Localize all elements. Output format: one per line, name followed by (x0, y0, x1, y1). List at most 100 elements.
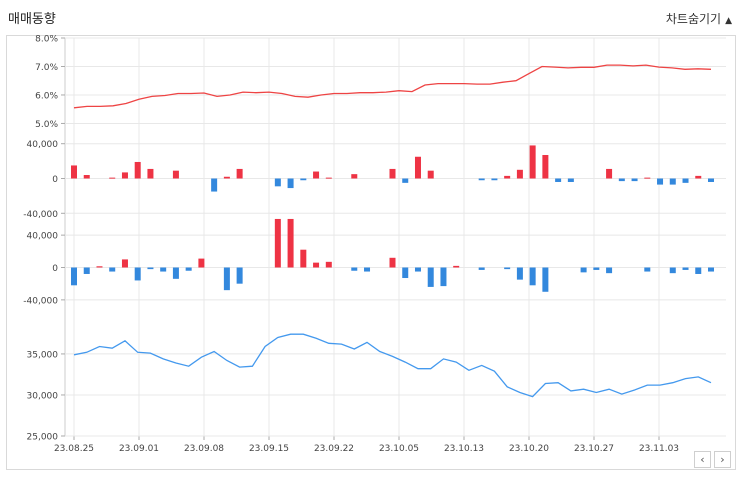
negative-bar (555, 178, 562, 182)
positive-bar (427, 170, 434, 179)
negative-bar (300, 178, 307, 181)
negative-bar (618, 178, 625, 182)
price-line (73, 333, 712, 398)
positive-bar (121, 259, 128, 268)
negative-bar (402, 267, 409, 279)
positive-bar (71, 165, 77, 179)
y-tick-label: 25,000 (27, 433, 59, 443)
x-tick-label: 23.09.22 (314, 444, 354, 454)
negative-bar (478, 267, 485, 270)
negative-bar (427, 267, 434, 287)
x-tick-label: 23.10.27 (574, 444, 614, 454)
y-tick-label: 40,000 (27, 140, 59, 150)
positive-bar (313, 171, 320, 179)
negative-bar (529, 267, 536, 286)
positive-bar (389, 168, 396, 179)
negative-bar (516, 267, 523, 280)
negative-bar (567, 178, 574, 182)
positive-bar (83, 175, 90, 179)
positive-bar (414, 156, 421, 179)
x-tick-label: 23.10.13 (444, 444, 484, 454)
y-tick-label: 0 (52, 264, 58, 274)
negative-bar (71, 267, 77, 286)
negative-bar (695, 267, 702, 274)
negative-bar (172, 267, 179, 279)
negative-bar (160, 267, 167, 272)
positive-bar (325, 261, 332, 268)
negative-bar (491, 178, 498, 181)
negative-bar (402, 178, 409, 183)
negative-bar (580, 267, 587, 273)
x-tick-label: 23.10.20 (509, 444, 549, 454)
negative-bar (236, 267, 243, 284)
positive-bar (223, 176, 230, 179)
x-tick-label: 23.09.08 (184, 444, 224, 454)
positive-bar (606, 168, 613, 179)
negative-bar (606, 267, 613, 274)
chart-frame (6, 35, 736, 470)
negative-bar (109, 267, 116, 272)
y-tick-label: 0 (52, 175, 58, 185)
positive-bar (236, 168, 243, 179)
negative-bar (287, 178, 294, 189)
y-tick-label: 6.0% (35, 91, 58, 101)
negative-bar (134, 267, 141, 281)
positive-bar (96, 266, 103, 268)
y-tick-label: -40,000 (23, 296, 58, 306)
negative-bar (669, 267, 676, 274)
positive-bar (351, 174, 358, 179)
y-tick-label: 30,000 (27, 391, 59, 401)
positive-bar (504, 175, 511, 179)
negative-bar (211, 178, 218, 192)
negative-bar (708, 178, 714, 182)
positive-bar (300, 249, 307, 268)
negative-bar (83, 267, 90, 274)
y-tick-label: 8.0% (35, 35, 58, 45)
positive-bar (313, 262, 320, 268)
negative-bar (542, 267, 549, 292)
positive-bar (147, 168, 154, 179)
y-tick-label: 35,000 (27, 350, 59, 360)
positive-bar (695, 175, 702, 179)
positive-bar (287, 218, 294, 268)
x-tick-label: 23.11.03 (639, 444, 679, 454)
negative-bar (440, 267, 447, 287)
negative-bar (593, 267, 600, 270)
x-tick-label: 23.08.25 (54, 444, 94, 454)
negative-bar (682, 178, 689, 183)
chevron-left-icon[interactable]: ‹ (694, 451, 711, 468)
page-title: 매매동향 (8, 12, 56, 27)
negative-bar (223, 267, 230, 291)
y-tick-label: 40,000 (27, 232, 59, 242)
positive-bar (325, 177, 332, 179)
negative-bar (504, 267, 511, 270)
y-tick-label: 5.0% (35, 120, 58, 130)
negative-bar (351, 267, 358, 271)
positive-bar (644, 177, 651, 179)
chevron-right-icon[interactable]: › (714, 451, 731, 468)
negative-bar (147, 267, 154, 270)
x-tick-label: 23.09.01 (119, 444, 159, 454)
negative-bar (657, 178, 664, 185)
y-tick-label: 7.0% (35, 63, 58, 73)
positive-bar (134, 161, 141, 179)
negative-bar (274, 178, 281, 187)
negative-bar (414, 267, 421, 272)
hide-chart-label: 차트숨기기 (665, 12, 722, 26)
positive-bar (274, 218, 281, 268)
trading-trend-chart: 23.08.25 23.09.01 23.09.08 23.09.15 23.09.22… (6, 35, 736, 470)
positive-bar (198, 258, 205, 268)
hide-chart-toggle[interactable]: 차트숨기기 ▲ (666, 10, 732, 27)
negative-bar (364, 267, 371, 272)
positive-bar (389, 257, 396, 268)
positive-bar (109, 177, 116, 179)
negative-bar (478, 178, 485, 181)
negative-bar (185, 267, 192, 271)
positive-bar (453, 265, 460, 268)
triangle-up-icon: ▲ (725, 16, 732, 26)
x-tick-label: 23.09.15 (249, 444, 289, 454)
negative-bar (644, 267, 651, 272)
positive-bar (121, 172, 128, 179)
negative-bar (682, 267, 689, 270)
negative-bar (669, 178, 676, 185)
